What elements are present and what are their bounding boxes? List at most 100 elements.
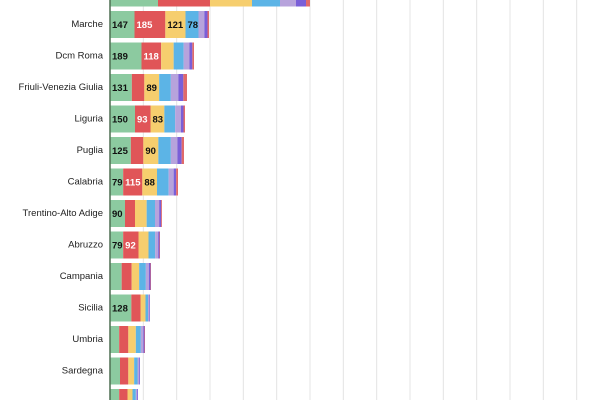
bar-segment: [173, 42, 184, 70]
bar-segment: [139, 263, 146, 290]
bar-segment: [185, 11, 199, 38]
bar-segment: [148, 231, 156, 259]
value-label: 131: [112, 83, 129, 94]
category-label: Sicilia: [78, 303, 104, 314]
bar-segment: [110, 42, 142, 70]
bar-segment: [210, 0, 252, 7]
value-label: 189: [112, 52, 128, 63]
bar-segment: [145, 263, 149, 290]
bar-segment: [119, 389, 128, 400]
bar-segment: [144, 326, 145, 353]
bar-segment: [110, 294, 132, 322]
bar-segment: [119, 326, 129, 353]
bar-segment: [164, 105, 176, 133]
bar-segment: [207, 11, 209, 38]
bar-segment: [135, 105, 151, 133]
value-label: 115: [125, 178, 141, 189]
bar-segment: [296, 0, 306, 7]
category-label: Liguria: [74, 114, 103, 125]
value-label: 128: [112, 304, 128, 315]
bar-segment: [170, 74, 179, 101]
category-label: Marche: [71, 19, 103, 30]
bar-segment: [148, 263, 151, 290]
bar-segment: [134, 11, 166, 38]
bar-segment: [175, 105, 181, 133]
bar-segment: [198, 11, 205, 38]
bar-segment: [178, 74, 184, 101]
bar-segment: [306, 0, 310, 7]
bar-segment: [135, 389, 138, 400]
bar-segment: [165, 11, 186, 38]
value-label: 89: [146, 83, 157, 94]
bar-segment: [155, 200, 160, 227]
bar-segment: [110, 74, 132, 101]
bar-segment: [127, 389, 133, 400]
bar-segment: [158, 0, 210, 7]
bar-segment: [140, 294, 146, 322]
bar-segment: [110, 0, 158, 7]
value-label: 92: [125, 241, 136, 252]
bar-segment: [189, 42, 193, 70]
bar-segment: [183, 74, 187, 101]
bar-segment: [145, 294, 148, 322]
value-label: 88: [144, 178, 155, 189]
bar-segment: [110, 137, 131, 164]
bar-segment: [121, 263, 132, 290]
category-label: Friuli-Venezia Giulia: [19, 82, 104, 93]
value-label: 118: [144, 52, 159, 63]
value-label: 78: [188, 20, 199, 31]
bar-segment: [135, 326, 141, 353]
bar-segment: [204, 11, 208, 38]
bar-segment: [138, 231, 149, 259]
value-label: 90: [145, 146, 156, 157]
bar-segment: [252, 0, 280, 7]
bar-segment: [177, 137, 182, 164]
bar-segment: [280, 0, 296, 7]
bar-segment: [141, 42, 162, 70]
bar-segment: [148, 294, 150, 322]
bar-segment: [176, 168, 178, 196]
bar-segment: [139, 357, 140, 385]
bar-segment: [131, 263, 140, 290]
category-label: Puglia: [77, 145, 104, 156]
bar-segment: [143, 326, 145, 353]
value-label: 147: [112, 20, 128, 31]
bar-segment: [158, 231, 160, 259]
bar-segment: [131, 74, 145, 101]
bar-segment: [110, 326, 120, 353]
bar-segment: [110, 200, 125, 227]
bar-segment: [143, 137, 159, 164]
bar-segment: [181, 105, 184, 133]
bar-segment: [110, 105, 135, 133]
bar-segment: [131, 294, 141, 322]
bar-segment: [159, 231, 160, 259]
value-label: 125: [112, 146, 129, 157]
bar-segment: [140, 326, 144, 353]
bar-segment: [158, 137, 171, 164]
bar-segment: [123, 231, 139, 259]
bar-segment: [135, 200, 147, 227]
bar-segment: [123, 168, 143, 196]
bar-segment: [144, 74, 160, 101]
category-label: Sardegna: [62, 366, 104, 377]
bar-segment: [159, 74, 171, 101]
bar-segment: [170, 137, 178, 164]
category-label: Dcm Roma: [55, 51, 103, 62]
bar-segment: [150, 105, 165, 133]
category-label: Calabria: [68, 177, 104, 188]
value-label: 79: [112, 241, 123, 252]
bar-segment: [168, 168, 174, 196]
bar-segment: [173, 168, 177, 196]
bar-segment: [125, 200, 135, 227]
value-label: 90: [112, 209, 123, 220]
bar-segment: [183, 105, 185, 133]
bar-segment: [110, 389, 120, 400]
bar-segment: [146, 200, 155, 227]
bar-segment: [134, 357, 138, 385]
bar-segment: [137, 357, 140, 385]
bar-segment: [110, 168, 124, 196]
bar-segment: [150, 263, 151, 290]
value-label: 93: [137, 115, 148, 126]
category-label: Abruzzo: [68, 240, 103, 251]
